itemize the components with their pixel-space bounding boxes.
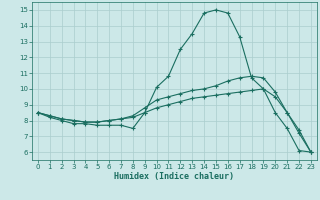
X-axis label: Humidex (Indice chaleur): Humidex (Indice chaleur) — [115, 172, 234, 181]
